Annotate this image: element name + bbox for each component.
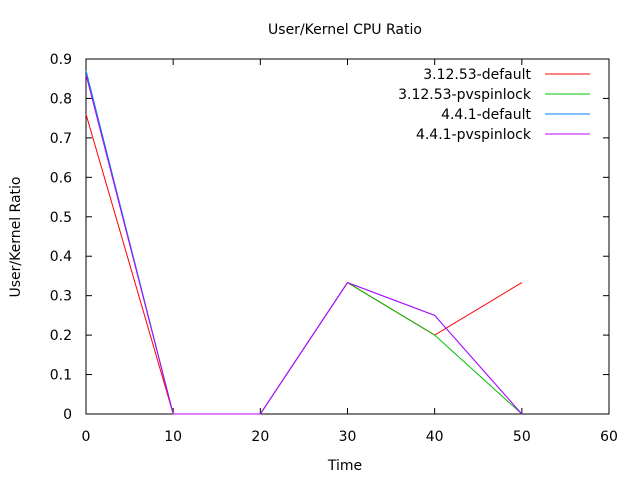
y-tick-label: 0 — [63, 407, 72, 423]
x-tick-label: 40 — [426, 429, 444, 445]
y-axis-title: User/Kernel Ratio — [8, 176, 24, 297]
legend-label: 3.12.53-pvspinlock — [398, 87, 532, 103]
x-tick-label: 50 — [513, 429, 531, 445]
x-tick-label: 10 — [164, 429, 182, 445]
x-tick-label: 30 — [339, 429, 357, 445]
y-tick-label: 0.4 — [50, 249, 72, 265]
series-line-1 — [85, 114, 523, 415]
legend-label: 3.12.53-default — [423, 67, 531, 83]
legend: 3.12.53-default 3.12.53-pvspinlock 4.4.1-d… — [398, 67, 590, 143]
y-axis: 0 0.1 0.2 0.3 0.4 0.5 0.6 0.7 0.8 0.9 — [50, 52, 609, 423]
y-tick-label: 0.7 — [50, 131, 72, 147]
y-tick-label: 0.9 — [50, 52, 72, 68]
y-tick-label: 0.3 — [50, 289, 72, 305]
y-tick-label: 0.6 — [50, 170, 72, 186]
x-tick-label: 60 — [600, 429, 618, 445]
y-tick-label: 0.8 — [50, 91, 72, 107]
legend-label: 4.4.1-default — [441, 107, 531, 123]
x-tick-label: 0 — [82, 429, 91, 445]
x-axis: 0 10 20 30 40 50 60 — [82, 59, 618, 445]
x-axis-title: Time — [327, 458, 362, 474]
y-tick-label: 0.2 — [50, 328, 72, 344]
y-tick-label: 0.1 — [50, 368, 72, 384]
y-tick-label: 0.5 — [50, 210, 72, 226]
legend-label: 4.4.1-pvspinlock — [416, 127, 532, 143]
series-line-4 — [85, 74, 523, 415]
chart-title: User/Kernel CPU Ratio — [268, 22, 422, 38]
x-tick-label: 20 — [251, 429, 269, 445]
series-layer — [85, 70, 523, 415]
